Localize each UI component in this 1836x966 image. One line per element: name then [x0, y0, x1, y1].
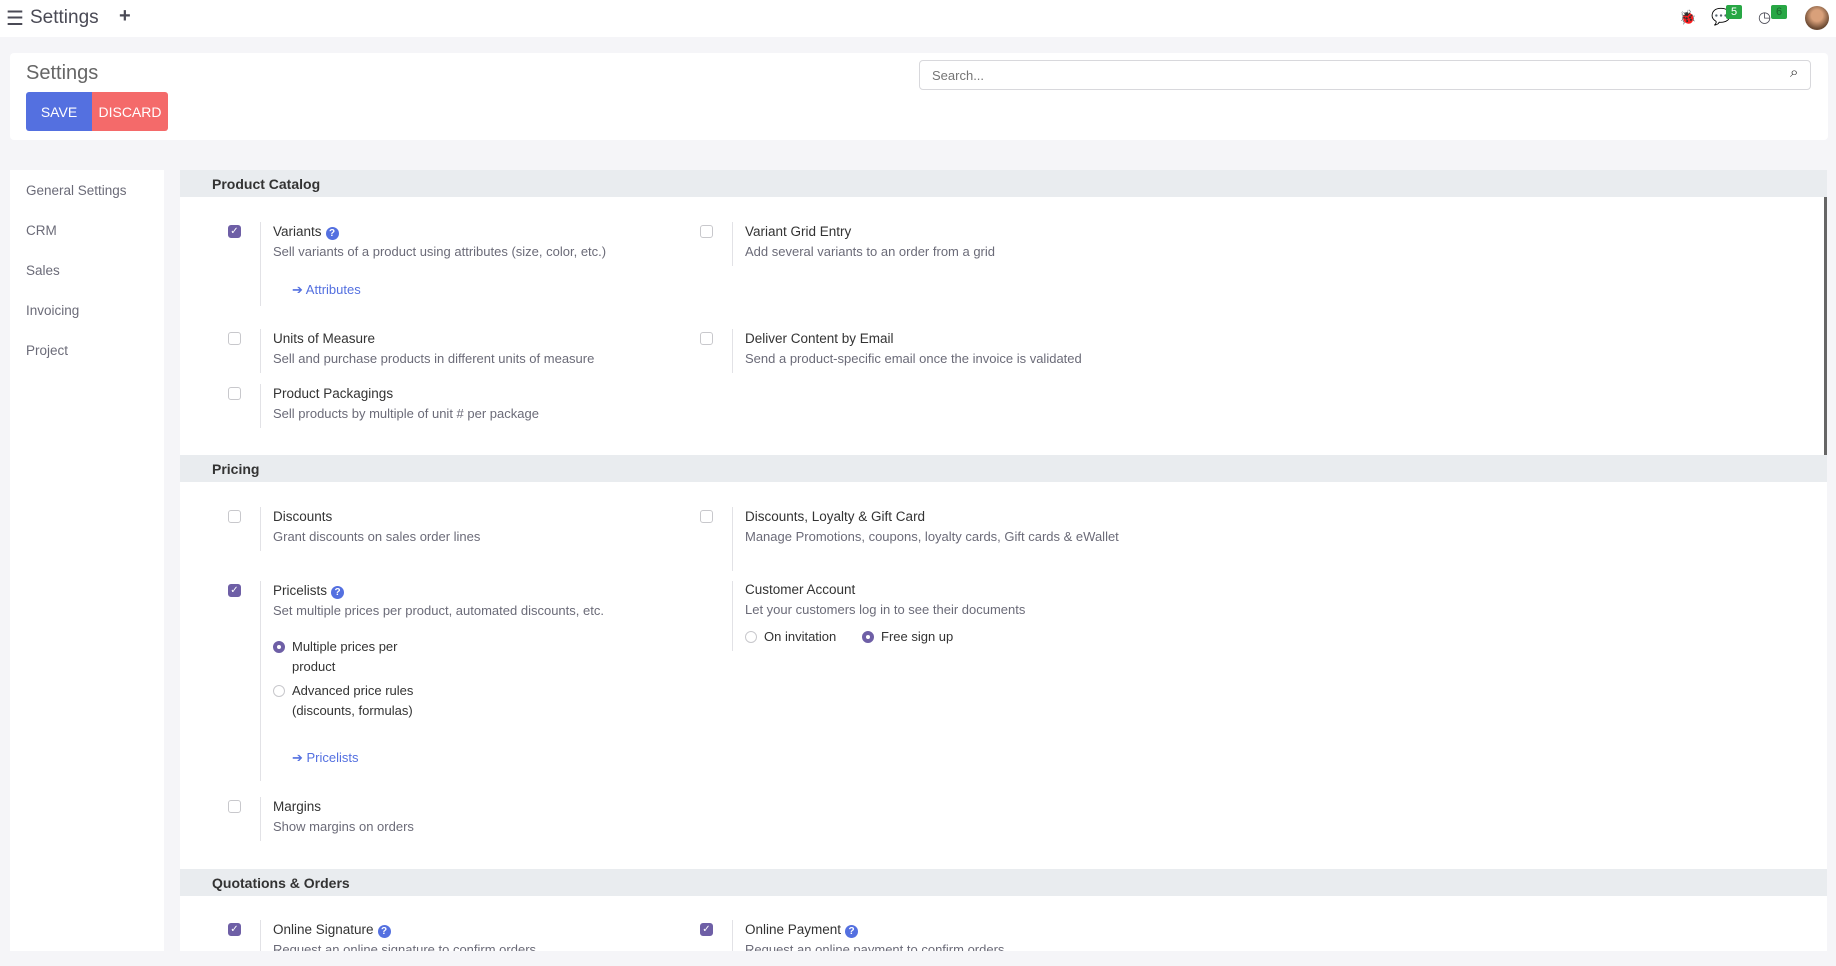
discard-button[interactable]: DISCARD [92, 92, 168, 131]
sidebar-item-crm[interactable]: CRM [26, 223, 57, 238]
variant-grid-checkbox[interactable] [700, 225, 713, 238]
variants-setting: Variants? [273, 224, 339, 240]
chat-icon[interactable]: 💬 [1711, 9, 1731, 26]
settings-main: Product Catalog ✓ Variants? Sell variant… [180, 170, 1827, 951]
top-bar: ☰ Settings + 🐞 💬 5 ◷ 6 [0, 0, 1836, 37]
discounts-checkbox[interactable] [228, 510, 241, 523]
uom-checkbox[interactable] [228, 332, 241, 345]
online-payment-checkbox[interactable]: ✓ [700, 923, 713, 936]
pricelists-link[interactable]: ➔ Pricelists [292, 750, 359, 765]
search-icon[interactable]: ⌕ [1790, 64, 1799, 81]
deliver-email-desc: Send a product-specific email once the i… [745, 351, 1082, 366]
variants-label: Variants [273, 224, 322, 239]
section-header-quotations: Quotations & Orders [180, 869, 1827, 896]
packagings-checkbox[interactable] [228, 387, 241, 400]
on-invitation-radio[interactable] [745, 631, 757, 643]
pricelists-checkbox[interactable]: ✓ [228, 584, 241, 597]
uom-label: Units of Measure [273, 331, 376, 346]
variants-desc: Sell variants of a product using attribu… [273, 244, 607, 259]
variant-grid-label: Variant Grid Entry [745, 224, 852, 239]
new-tab-icon[interactable]: + [119, 5, 131, 27]
sidebar-item-project[interactable]: Project [26, 343, 69, 358]
online-signature-desc: Request an online signature to confirm o… [273, 942, 537, 951]
variant-grid-desc: Add several variants to an order from a … [745, 244, 996, 259]
loyalty-label: Discounts, Loyalty & Gift Card [745, 509, 926, 524]
margins-label: Margins [273, 799, 322, 814]
sidebar-item-general-settings[interactable]: General Settings [26, 183, 127, 198]
margins-checkbox[interactable] [228, 800, 241, 813]
deliver-email-label: Deliver Content by Email [745, 331, 894, 346]
pricelists-desc: Set multiple prices per product, automat… [273, 603, 604, 618]
bug-icon[interactable]: 🐞 [1679, 9, 1697, 25]
section-header-product-catalog: Product Catalog [180, 170, 1827, 197]
search-input[interactable] [919, 60, 1811, 90]
menu-icon[interactable]: ☰ [6, 8, 24, 30]
online-payment-setting: Online Payment? [745, 922, 859, 938]
loyalty-checkbox[interactable] [700, 510, 713, 523]
app-title: Settings [30, 7, 99, 28]
margins-desc: Show margins on orders [273, 819, 414, 834]
advanced-rules-label: Advanced price rules (discounts, formula… [292, 683, 414, 718]
loyalty-desc: Manage Promotions, coupons, loyalty card… [745, 529, 1119, 544]
pricelists-link-label: Pricelists [306, 750, 359, 765]
deliver-email-checkbox[interactable] [700, 332, 713, 345]
online-payment-desc: Request an online payment to confirm ord… [745, 942, 1005, 951]
sidebar: General Settings CRM Sales Invoicing Pro… [10, 170, 164, 951]
online-payment-label: Online Payment [745, 922, 842, 937]
help-icon[interactable]: ? [377, 925, 391, 938]
uom-desc: Sell and purchase products in different … [273, 351, 595, 366]
customer-account-desc: Let your customers log in to see their d… [745, 602, 1026, 617]
attributes-link[interactable]: ➔ Attributes [292, 282, 361, 297]
sidebar-item-sales[interactable]: Sales [26, 263, 60, 278]
help-icon[interactable]: ? [325, 227, 339, 240]
discounts-desc: Grant discounts on sales order lines [273, 529, 481, 544]
help-icon[interactable]: ? [331, 586, 345, 599]
packagings-label: Product Packagings [273, 386, 394, 401]
section-header-pricing: Pricing [180, 455, 1827, 482]
variants-checkbox[interactable]: ✓ [228, 225, 241, 238]
attributes-link-label: Attributes [305, 282, 361, 297]
control-panel: Settings SAVE DISCARD ⌕ [10, 53, 1828, 140]
online-signature-label: Online Signature [273, 922, 374, 937]
multiple-prices-radio[interactable] [273, 641, 285, 653]
pricelists-label: Pricelists [273, 583, 328, 598]
help-icon[interactable]: ? [845, 925, 859, 938]
discounts-label: Discounts [273, 509, 333, 524]
chat-badge: 5 [1726, 5, 1743, 19]
pricelists-setting: Pricelists? [273, 583, 345, 599]
on-invitation-label: On invitation [764, 629, 837, 644]
multiple-prices-label: Multiple prices per product [292, 639, 398, 674]
free-signup-radio[interactable] [862, 631, 874, 643]
page-title: Settings [26, 62, 99, 84]
activity-badge: 6 [1771, 5, 1788, 19]
advanced-rules-radio[interactable] [273, 685, 285, 697]
save-button[interactable]: SAVE [26, 92, 92, 131]
online-signature-setting: Online Signature? [273, 922, 391, 938]
packagings-desc: Sell products by multiple of unit # per … [273, 406, 539, 421]
clock-icon[interactable]: ◷ [1758, 9, 1772, 26]
customer-account-label: Customer Account [745, 582, 856, 597]
avatar[interactable] [1805, 6, 1829, 30]
scrollbar[interactable] [1824, 170, 1827, 480]
free-signup-label: Free sign up [881, 629, 954, 644]
sidebar-item-invoicing[interactable]: Invoicing [26, 303, 80, 318]
online-signature-checkbox[interactable]: ✓ [228, 923, 241, 936]
